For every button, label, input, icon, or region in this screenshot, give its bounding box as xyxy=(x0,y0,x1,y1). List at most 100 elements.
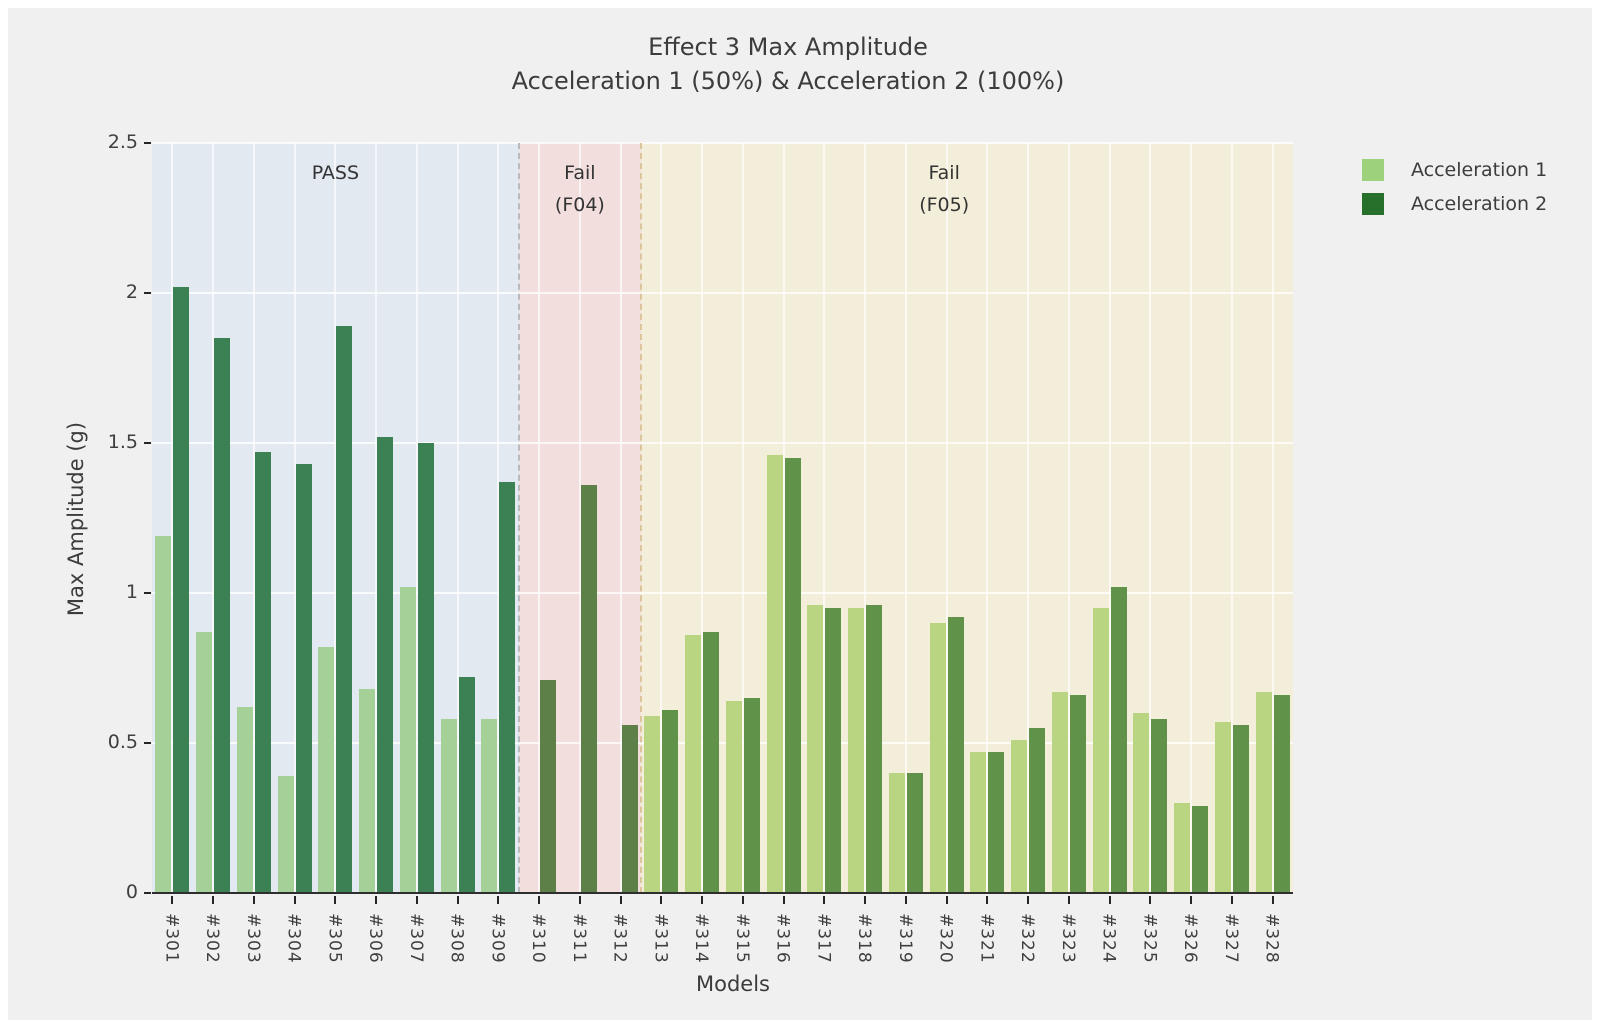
gridline-v xyxy=(334,143,337,893)
gridline-v xyxy=(1149,143,1152,893)
bar-acc1-318 xyxy=(848,608,865,893)
gridline-v xyxy=(945,143,948,893)
chart-title-line2: Acceleration 1 (50%) & Acceleration 2 (1… xyxy=(511,67,1065,95)
x-tick xyxy=(619,896,622,904)
bar-acc2-328 xyxy=(1273,695,1290,893)
bar-acc2-320 xyxy=(947,617,964,893)
bar-acc2-309 xyxy=(499,482,516,893)
x-tick xyxy=(782,896,785,904)
x-tick xyxy=(538,896,541,904)
bar-acc2-325 xyxy=(1151,719,1168,893)
x-tick xyxy=(1108,896,1111,904)
gridline-v xyxy=(415,143,418,893)
y-tick-label-0: 0 xyxy=(125,881,138,903)
plot-area: PASS Fail (F04) Fail (F05) #301 #302 #303 #304… xyxy=(108,131,1293,964)
region-label-fail-f05: Fail (F05) xyxy=(919,162,970,216)
bar-acc2-308 xyxy=(458,677,475,893)
gridline-v xyxy=(782,143,785,893)
bar-acc2-312 xyxy=(621,725,638,893)
gridline-v xyxy=(578,143,581,893)
bar-acc2-322 xyxy=(1029,728,1046,893)
gridline-v xyxy=(741,143,744,893)
x-tick-label-308: #308 xyxy=(446,913,467,964)
x-tick xyxy=(945,896,948,904)
x-tick-label-317: #317 xyxy=(813,913,834,964)
x-tick xyxy=(864,896,867,904)
x-tick-label-325: #325 xyxy=(1139,913,1160,964)
y-tick-label-2: 2 xyxy=(125,281,138,303)
bar-acc2-304 xyxy=(295,464,312,893)
x-tick xyxy=(741,896,744,904)
legend-label-acceleration-1: Acceleration 1 xyxy=(1411,159,1548,181)
gridline-v xyxy=(497,143,500,893)
x-tick xyxy=(293,896,296,904)
bar-acc2-316 xyxy=(784,458,801,893)
gridline-v xyxy=(1271,143,1274,893)
x-tick xyxy=(701,896,704,904)
gridline-v xyxy=(293,143,296,893)
gridline-v xyxy=(375,143,378,893)
bar-acc2-319 xyxy=(906,773,923,893)
bar-acc2-317 xyxy=(825,608,842,893)
x-tick xyxy=(1067,896,1070,904)
x-axis-label: Models xyxy=(696,972,770,996)
y-tick xyxy=(144,892,151,894)
bar-acc2-321 xyxy=(988,752,1005,893)
x-tick-label-327: #327 xyxy=(1220,913,1241,964)
bar-acc1-319 xyxy=(888,773,905,893)
y-tick xyxy=(144,442,151,444)
gridline-v xyxy=(701,143,704,893)
x-tick-label-301: #301 xyxy=(161,913,182,964)
gridline-v xyxy=(171,143,174,893)
bar-acc1-326 xyxy=(1174,803,1191,893)
bar-acc1-325 xyxy=(1133,713,1150,893)
bar-acc2-326 xyxy=(1192,806,1209,893)
bar-acc1-301 xyxy=(155,536,172,893)
x-axis-spine xyxy=(152,892,1293,894)
x-tick xyxy=(456,896,459,904)
x-tick xyxy=(823,896,826,904)
y-tick xyxy=(144,292,151,294)
x-tick-label-324: #324 xyxy=(1098,913,1119,964)
region-divider-pass xyxy=(517,143,520,893)
gridline-v xyxy=(538,143,541,893)
bar-acc2-314 xyxy=(703,632,720,893)
x-tick xyxy=(986,896,989,904)
bar-acc1-307 xyxy=(399,587,416,893)
bar-acc1-323 xyxy=(1051,692,1068,893)
gridline-h-0.5 xyxy=(152,742,1293,744)
x-tick xyxy=(660,896,663,904)
chart-title-line1: Effect 3 Max Amplitude xyxy=(648,33,928,61)
x-tick-label-322: #322 xyxy=(1017,913,1038,964)
y-tick xyxy=(144,142,151,144)
x-tick xyxy=(415,896,418,904)
bar-acc1-309 xyxy=(481,719,498,893)
bar-acc2-302 xyxy=(214,338,231,893)
x-tick-label-318: #318 xyxy=(854,913,875,964)
gridline-v xyxy=(904,143,907,893)
x-tick-label-315: #315 xyxy=(731,913,752,964)
gridline-v xyxy=(1190,143,1193,893)
bar-acc1-320 xyxy=(929,623,946,893)
bar-acc2-323 xyxy=(1069,695,1086,893)
bar-acc2-306 xyxy=(377,437,394,893)
chart-title: Effect 3 Max Amplitude Acceleration 1 (5… xyxy=(8,30,1568,98)
gridline-v xyxy=(986,143,989,893)
bar-acc1-305 xyxy=(318,647,335,893)
x-tick-label-303: #303 xyxy=(242,913,263,964)
gridline-v xyxy=(1027,143,1030,893)
y-tick-label-1: 1 xyxy=(125,581,138,603)
x-tick xyxy=(171,896,174,904)
bar-acc1-317 xyxy=(807,605,824,893)
gridline-v xyxy=(1108,143,1111,893)
gridline-v xyxy=(1230,143,1233,893)
x-tick-label-313: #313 xyxy=(650,913,671,964)
x-tick-label-306: #306 xyxy=(365,913,386,964)
bar-acc2-327 xyxy=(1232,725,1249,893)
x-tick-label-304: #304 xyxy=(283,913,304,964)
legend-swatch-acceleration-2 xyxy=(1362,193,1384,215)
bar-acc2-324 xyxy=(1110,587,1127,893)
region-divider-fail-f04 xyxy=(640,143,642,893)
bar-acc1-314 xyxy=(685,635,702,893)
region-label-fail-f04: Fail (F04) xyxy=(554,162,605,216)
